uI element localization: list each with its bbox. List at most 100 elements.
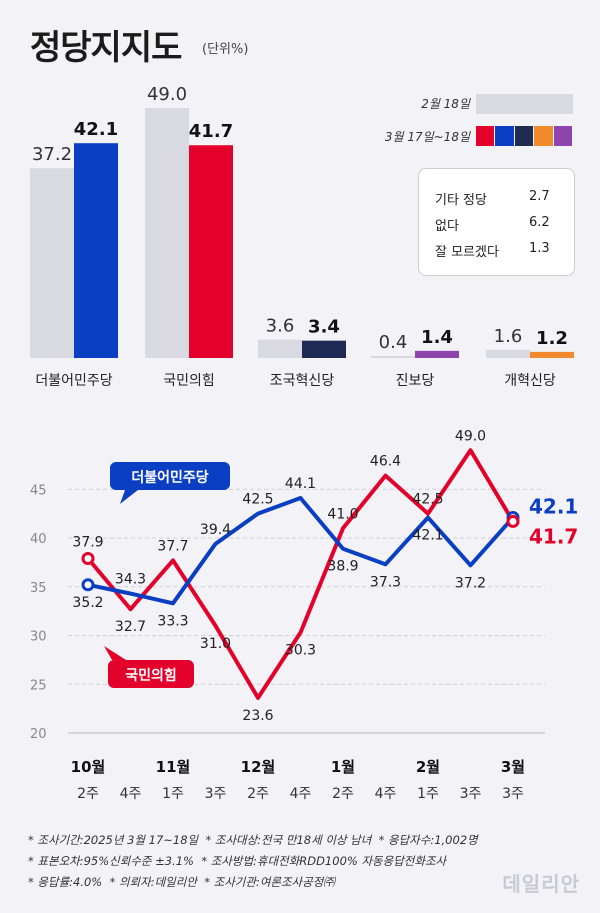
y-tick-label: 30 — [30, 630, 47, 645]
line-data-label: 30.3 — [285, 643, 316, 659]
footer-item: * 표본오차:95%신뢰수준 ±3.1% — [28, 854, 194, 868]
footer-item: * 조사기관:여론조사공정㈜ — [204, 875, 335, 889]
callout-label: 국민의힘 — [125, 667, 177, 684]
footer-line-3: * 응답률:4.0% * 의뢰자:데일리안 * 조사기관:여론조사공정㈜ — [28, 874, 335, 890]
callout-pointer — [104, 646, 126, 660]
footer-item: * 조사방법:휴대전화RDD100% 자동응답전화조사 — [201, 854, 447, 868]
line-series-dem — [87, 496, 515, 606]
x-month-label: 2월 — [416, 758, 440, 776]
legend-prev: 2월 18일 — [300, 95, 470, 115]
callout-label: 더불어민주당 — [131, 469, 208, 486]
y-tick-label: 40 — [30, 532, 47, 547]
bar-chart: 37.242.1 더불어민주당 49.041.7 국민의힘 3.6 3.4 조국혁신당 0.4… — [30, 84, 574, 389]
x-week-label: 3주 — [502, 786, 524, 802]
x-month-label: 12월 — [241, 758, 276, 776]
line-data-label: 34.3 — [115, 572, 146, 588]
footer-item: * 의뢰자:데일리안 — [109, 875, 197, 889]
bar-category-label: 조국혁신당 — [270, 373, 335, 389]
line-data-label: 44.1 — [285, 476, 316, 492]
line-data-label: 42.5 — [412, 492, 443, 508]
x-week-label: 2주 — [247, 786, 269, 802]
x-week-label: 4주 — [290, 786, 312, 802]
legend-curr-swatches — [476, 126, 573, 146]
callout-box — [108, 660, 194, 688]
legend-swatch — [553, 126, 573, 146]
line-data-label: 37.7 — [157, 538, 188, 554]
others-label: 기타 정당 — [435, 193, 487, 208]
line-data-label: 23.6 — [242, 708, 273, 724]
line-data-label: 38.9 — [327, 559, 358, 575]
callout-box — [110, 462, 230, 490]
line-data-label: 37.2 — [455, 575, 486, 591]
logo: 데일리안 — [502, 872, 580, 896]
x-month-label: 10월 — [71, 758, 106, 776]
legend-prev-label: 2월 18일 — [421, 97, 470, 111]
y-tick-label: 35 — [30, 581, 47, 596]
footer-item: * 조사대상:전국 만18세 이상 남녀 — [205, 833, 372, 847]
line-point-marker — [81, 578, 95, 592]
line-chart: 20 25 30 35 40 45 10월 2주 4주 11월 1주 3주 12월 2주 4주 1월 2주 4주 2… — [30, 428, 578, 802]
line-data-label: 31.0 — [200, 636, 231, 652]
footer-line-2: * 표본오차:95%신뢰수준 ±3.1% * 조사방법:휴대전화RDD100% … — [28, 853, 446, 869]
bar-prev — [486, 349, 530, 358]
others-label: 없다 — [435, 219, 459, 234]
bar-category-label: 더불어민주당 — [35, 373, 112, 389]
bar-prev — [258, 339, 302, 358]
bar-category-label: 국민의힘 — [163, 373, 215, 389]
bar-category-label: 진보당 — [396, 373, 435, 389]
bar-value-label: 42.1 — [74, 119, 118, 140]
line-data-label: 33.3 — [157, 613, 188, 629]
x-week-label: 1주 — [162, 786, 184, 802]
others-value: 6.2 — [529, 215, 550, 230]
legend-swatch — [534, 126, 553, 146]
unit-label: (단위%) — [202, 42, 249, 57]
line-data-label: 39.4 — [200, 522, 231, 538]
bar-curr — [74, 143, 118, 358]
bar-value-label: 1.2 — [536, 328, 568, 349]
bar-category-label: 개혁신당 — [504, 373, 556, 389]
callout-pointer — [120, 490, 138, 504]
x-week-label: 4주 — [375, 786, 397, 802]
legend-curr: 3월 17일~18일 — [300, 128, 470, 148]
bar-prev — [30, 168, 74, 358]
bar-prev — [371, 355, 415, 358]
x-week-label: 1주 — [417, 786, 439, 802]
x-month-label: 3월 — [501, 758, 525, 776]
line-data-label: 37.9 — [72, 534, 103, 550]
x-week-label: 2주 — [77, 786, 99, 802]
bar-value-label: 41.7 — [189, 121, 233, 142]
legend-swatch — [476, 126, 495, 146]
x-week-label: 3주 — [205, 786, 227, 802]
bar-value-label: 0.4 — [379, 332, 408, 353]
others-value: 2.7 — [529, 189, 550, 204]
others-value: 1.3 — [529, 241, 550, 256]
line-data-label: 46.4 — [370, 454, 401, 470]
legend-swatch — [495, 126, 514, 146]
x-month-label: 11월 — [156, 758, 191, 776]
page-title: 정당지지도 — [30, 28, 182, 68]
others-label: 잘 모르겠다 — [435, 245, 499, 260]
x-week-label: 3주 — [460, 786, 482, 802]
x-month-label: 1월 — [331, 758, 355, 776]
bar-curr — [415, 350, 459, 358]
line-data-label: 32.7 — [115, 619, 146, 635]
line-final-label: 41.7 — [529, 524, 578, 548]
y-tick-label: 45 — [30, 483, 47, 498]
footer-item: * 응답률:4.0% — [28, 875, 103, 889]
line-point-marker — [506, 514, 520, 528]
footer-item: * 조사기간:2025년 3월 17~18일 — [28, 833, 199, 847]
bar-value-label: 49.0 — [147, 84, 187, 105]
line-data-label: 37.3 — [370, 574, 401, 590]
x-week-label: 2주 — [332, 786, 354, 802]
series-callout-ppp: 국민의힘 — [104, 646, 194, 688]
legend-prev-swatch — [476, 94, 573, 114]
footer-line-1: * 조사기간:2025년 3월 17~18일 * 조사대상:전국 만18세 이상… — [28, 832, 478, 848]
bar-value-label: 1.6 — [494, 326, 523, 347]
line-data-label: 42.1 — [412, 528, 443, 544]
line-series-ppp — [86, 448, 515, 700]
y-tick-label: 25 — [30, 678, 47, 693]
bar-prev — [145, 108, 189, 358]
bar-curr — [189, 145, 233, 358]
bar-value-label: 3.4 — [308, 317, 340, 338]
legend-swatch — [514, 126, 534, 146]
